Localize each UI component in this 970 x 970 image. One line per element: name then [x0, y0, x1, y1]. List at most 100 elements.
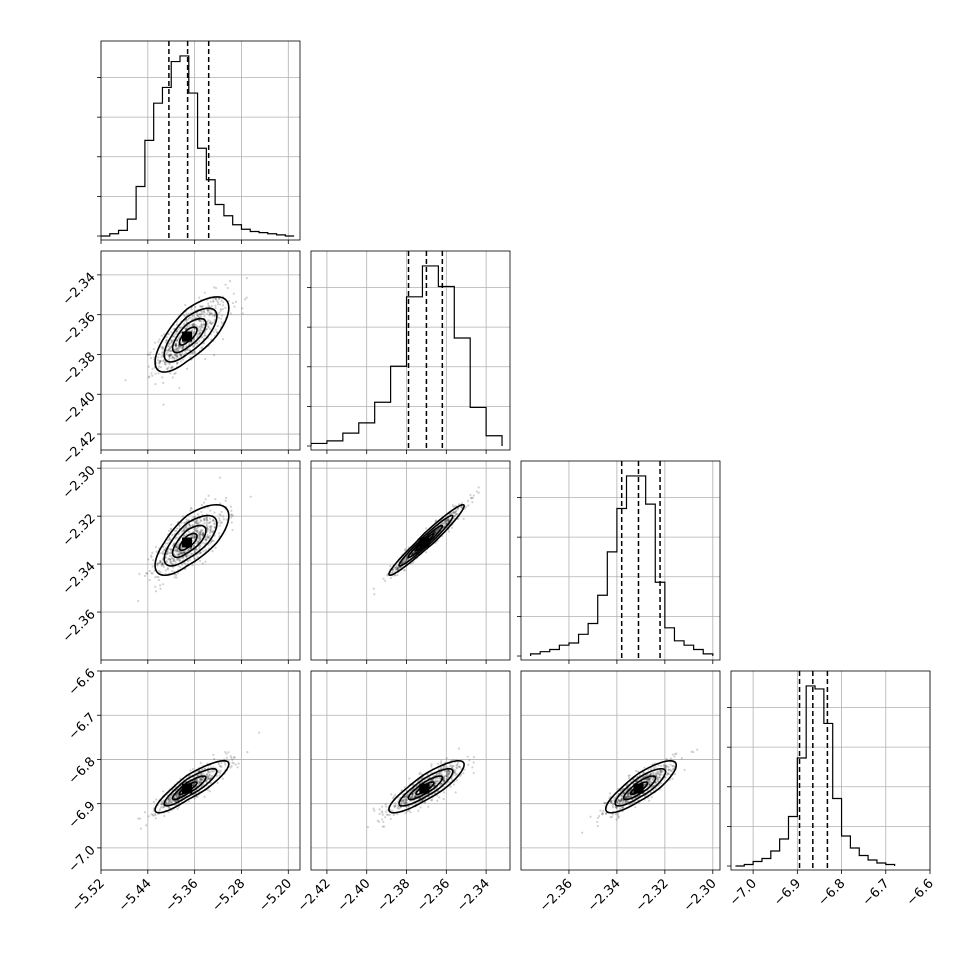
scatter-point — [249, 495, 252, 498]
scatter-point — [649, 767, 652, 770]
scatter-point — [230, 521, 233, 524]
scatter-point — [393, 805, 396, 808]
scatter-point — [604, 812, 608, 815]
y-tick-label: −2.42 — [60, 429, 99, 468]
scatter-point — [168, 354, 171, 357]
scatter-point — [201, 312, 204, 316]
contour-level-2 — [622, 775, 657, 801]
scatter-point — [169, 558, 172, 561]
scatter-point — [418, 772, 421, 776]
scatter-point — [457, 765, 460, 768]
scatter-point — [411, 793, 414, 796]
scatter-point — [199, 544, 202, 548]
scatter-point — [230, 764, 233, 768]
scatter-point — [620, 798, 623, 801]
scatter-point — [175, 347, 178, 350]
scatter-point — [198, 545, 201, 548]
scatter-point — [189, 524, 192, 527]
scatter-point — [599, 809, 602, 812]
scatter-point — [648, 778, 651, 781]
scatter-point — [646, 774, 649, 777]
scatter-point — [206, 788, 209, 791]
scatter-point — [179, 566, 182, 569]
scatter-point — [171, 799, 174, 803]
scatter-point — [198, 340, 201, 343]
scatter-point — [161, 346, 165, 349]
scatter-point — [199, 531, 202, 534]
scatter-point — [404, 798, 407, 801]
scatter-point — [450, 526, 454, 529]
scatter-point — [199, 332, 202, 335]
scatter-point — [200, 519, 203, 522]
scatter-point — [159, 559, 162, 563]
scatter-point — [173, 576, 176, 579]
scatter-point — [174, 548, 177, 552]
scatter-point — [210, 312, 213, 315]
scatter-point — [219, 521, 222, 524]
scatter-point — [654, 781, 657, 784]
scatter-point — [210, 540, 213, 543]
scatter-point — [152, 814, 155, 817]
scatter-point — [589, 815, 592, 818]
scatter-point — [386, 809, 389, 812]
scatter-point — [185, 533, 188, 536]
x-tick-label: −6.6 — [904, 876, 937, 909]
scatter-point — [221, 304, 225, 307]
scatter-point — [671, 764, 675, 767]
scatter-point — [212, 753, 215, 756]
scatter-point — [170, 366, 173, 370]
scatter-point — [156, 575, 159, 579]
scatter-point — [199, 551, 203, 555]
scatter-point — [173, 357, 176, 360]
scatter-point — [188, 342, 191, 345]
contour-level-0 — [154, 296, 230, 373]
scatter-point — [175, 344, 178, 347]
scatter-point — [211, 314, 214, 317]
scatter-point — [169, 796, 172, 799]
scatter-point — [445, 519, 449, 522]
scatter-point — [209, 530, 212, 533]
scatter-point — [196, 530, 199, 533]
scatter-point — [208, 771, 211, 774]
scatter-point — [440, 771, 443, 774]
scatter-point — [186, 348, 189, 352]
scatter-point — [178, 344, 181, 348]
scatter-point — [621, 792, 624, 795]
scatter-point — [216, 781, 219, 785]
scatter-point — [213, 526, 216, 529]
scatter-point — [384, 816, 387, 819]
contours-2-1 — [388, 503, 465, 577]
scatter-point — [434, 530, 437, 533]
scatter-point — [171, 356, 175, 359]
scatter-point — [665, 765, 668, 768]
scatter-point — [381, 825, 384, 828]
scatter-point — [626, 794, 630, 797]
scatter-point — [204, 538, 207, 541]
scatter-point — [186, 325, 189, 328]
density-peak — [182, 537, 193, 548]
contour-level-1 — [163, 307, 218, 363]
scatter-point — [455, 509, 458, 512]
scatter-point — [148, 375, 151, 378]
panel-3-2: −2.36 −2.34 −2.32 −2.30 — [520, 670, 721, 915]
scatter-point — [462, 517, 465, 521]
scatter-point — [406, 558, 409, 561]
scatter-point — [175, 323, 178, 326]
scatter-point — [429, 784, 432, 787]
scatter-point — [159, 571, 162, 574]
scatter-point — [221, 308, 224, 311]
scatter-point — [197, 552, 200, 555]
scatter-point — [176, 553, 180, 556]
scatter-point — [644, 774, 648, 777]
scatter-point — [200, 503, 203, 507]
scatter-point — [446, 770, 449, 774]
x-tick-label: −2.30 — [681, 876, 720, 915]
scatter-point — [169, 353, 173, 356]
scatter-point — [403, 802, 406, 805]
scatter-point — [176, 544, 179, 547]
scatter-point — [150, 572, 153, 575]
scatter-point — [397, 568, 400, 571]
scatter-point — [222, 515, 225, 518]
scatter-point — [385, 805, 388, 808]
x-tick-label: −6.8 — [815, 876, 848, 909]
